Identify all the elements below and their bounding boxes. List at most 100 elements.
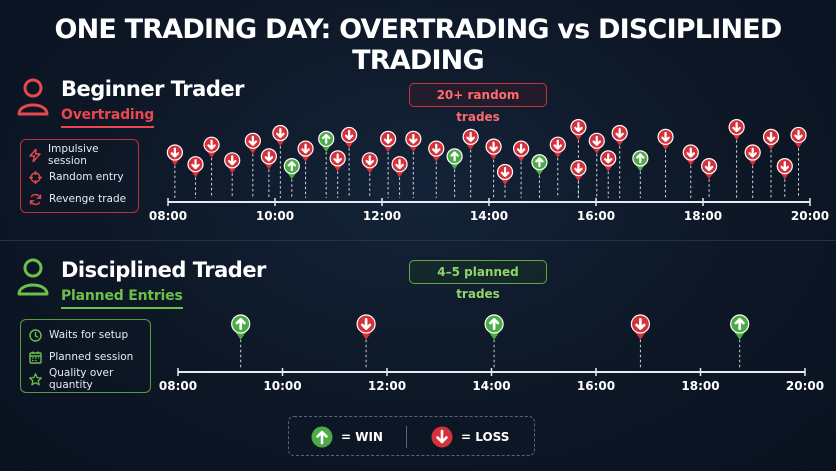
down-arrow-icon [592,135,602,146]
win-trade-marker [531,154,548,198]
down-arrow-icon [466,131,475,142]
axis-tick-label: 12:00 [363,209,401,223]
down-arrow-icon [553,139,563,150]
down-arrow-icon [516,143,526,154]
key-win-label: = WIN [341,430,383,444]
loss-trade-marker [657,128,674,198]
legend-label: Revenge trade [49,193,127,205]
legend-item: Random entry [29,166,138,188]
loss-trade-marker [549,136,566,198]
win-loss-key: = WIN = LOSS [288,416,535,456]
legend-label: Planned session [49,351,134,363]
down-arrow-icon [432,143,441,154]
up-arrow-icon [235,317,246,331]
legend-label: Quality over quantity [49,367,114,391]
axis-tick-label: 12:00 [368,379,406,393]
down-arrow-icon [574,163,583,174]
axis-tick-label: 18:00 [681,379,719,393]
loss-trade-marker [244,132,261,198]
loss-trade-marker [790,126,807,198]
legend-label: Random entry [49,171,124,183]
axis-tick-label: 10:00 [256,209,294,223]
down-arrow-icon [191,159,200,170]
loss-trade-marker [462,128,479,198]
down-arrow-icon [794,129,803,140]
loss-trade-marker [600,150,617,198]
win-trade-marker [318,130,335,198]
down-arrow-icon [227,155,237,166]
axis-tick-label: 10:00 [263,379,301,393]
up-arrow-icon [734,317,745,331]
win-trade-marker [730,314,750,368]
loss-trade-marker [485,138,502,198]
key-win: = WIN [311,426,383,448]
down-arrow-icon [615,127,624,139]
legend-label: Waits for setup [49,329,129,341]
loss-arrow-icon [431,426,453,448]
loss-trade-marker [224,152,241,198]
loss-trade-marker [588,132,605,198]
down-arrow-icon [635,317,646,331]
beginner-avatar-icon [17,78,49,116]
disciplined-subtitle: Planned Entries [61,288,183,309]
up-arrow-icon [535,157,544,168]
axis-tick-label: 20:00 [791,209,829,223]
legend-label: Impulsive session [48,143,99,167]
disciplined-avatar-icon [17,258,49,296]
axis-tick-label: 20:00 [786,379,824,393]
down-arrow-icon [409,133,418,144]
axis-tick-label: 16:00 [577,379,615,393]
disciplined-legend: Waits for setup Planned session Quality … [20,319,151,393]
disciplined-timeline: 08:00 10:00 12:00 14:00 16:00 18:00 20:00 [159,314,824,393]
up-arrow-icon [636,153,645,164]
down-arrow-icon [170,147,180,158]
legend-item: Planned session [29,346,150,368]
loss-trade-marker [361,152,378,198]
disciplined-trade-count-badge: 4–5 planned trades [409,260,547,301]
win-trade-marker [446,148,463,198]
legend-item: Revenge trade [29,188,138,210]
loss-trade-marker [428,140,445,198]
win-trade-marker [484,314,504,368]
axis-tick-label: 08:00 [159,379,197,393]
down-arrow-icon [661,131,670,142]
key-loss: = LOSS [431,426,509,448]
loss-trade-marker [391,156,408,198]
loss-trade-marker [166,144,183,198]
down-arrow-icon [344,129,354,140]
axis-tick-label: 08:00 [149,209,187,223]
axis-tick-label: 16:00 [577,209,615,223]
down-arrow-icon [333,153,342,164]
beginner-trade-count-badge: 20+ random trades [409,83,547,124]
down-arrow-icon [766,131,776,142]
legend-item: Impulsive session [29,143,138,167]
loss-trade-marker [380,130,397,198]
lightning-icon [29,148,41,162]
loss-trade-marker [341,126,358,198]
key-separator [406,426,407,448]
loss-trade-marker [329,150,346,198]
loss-trade-marker [512,140,530,198]
down-arrow-icon [603,153,613,164]
down-arrow-icon [704,161,714,172]
legend-item: Waits for setup [29,324,150,346]
beginner-timeline: 08:00 10:00 12:00 14:00 16:00 18:00 20:00 [149,119,829,223]
down-arrow-icon [780,161,790,172]
loss-trade-marker [744,144,761,198]
loss-trade-marker [728,119,745,198]
win-trade-marker [231,314,251,368]
down-arrow-icon [574,122,583,133]
loss-trade-marker [701,158,718,198]
loss-trade-marker [611,124,628,198]
win-trade-marker [283,158,300,198]
up-arrow-icon [489,317,500,331]
beginner-title: Beginner Trader [61,77,244,101]
down-arrow-icon [264,151,274,162]
star-icon [29,372,42,385]
win-trade-marker [632,150,649,198]
beginner-legend: Impulsive session Random entry Revenge t… [20,139,139,213]
down-arrow-icon [383,133,393,144]
loss-trade-marker [203,136,220,198]
win-arrow-icon [311,426,333,448]
